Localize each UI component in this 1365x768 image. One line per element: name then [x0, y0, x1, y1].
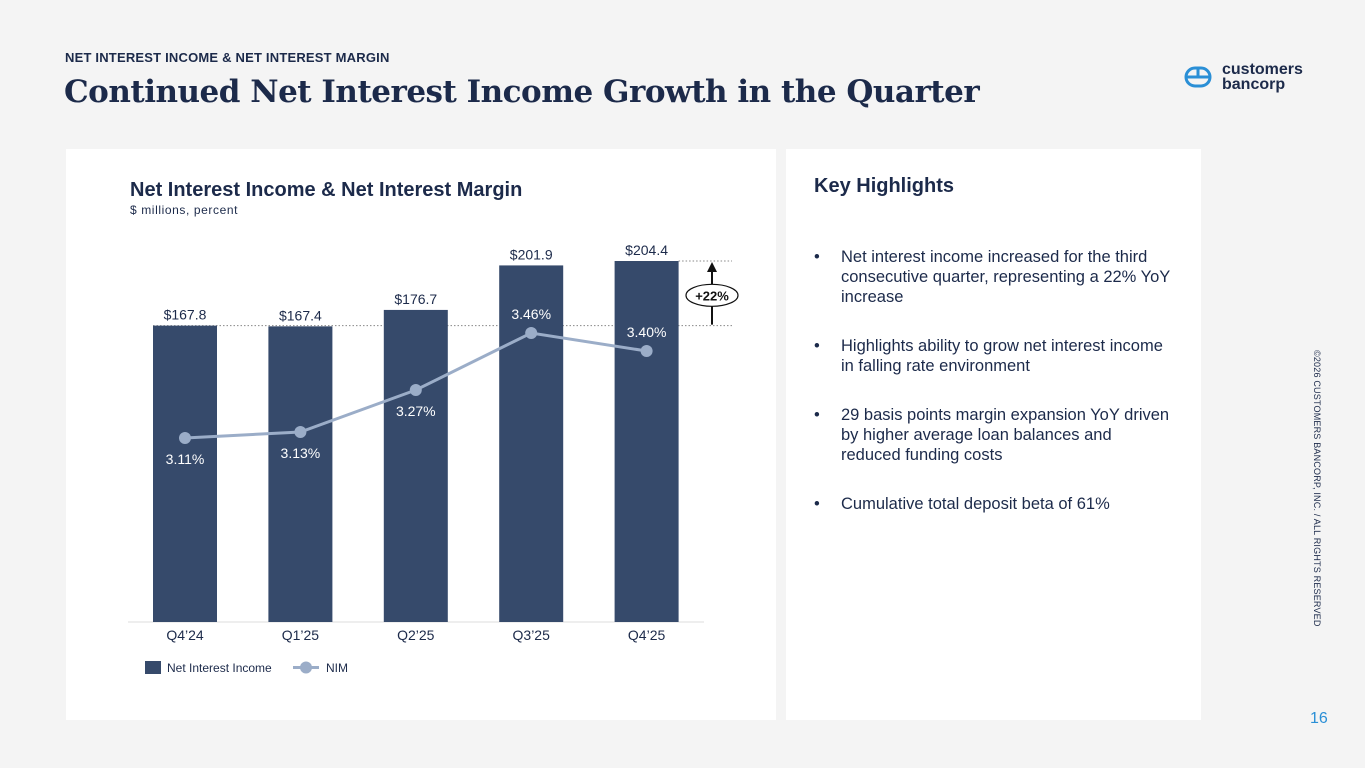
highlight-item: Net interest income increased for the th…	[814, 247, 1174, 307]
highlight-item: Cumulative total deposit beta of 61%	[814, 494, 1174, 514]
bar-net-interest-income	[499, 265, 564, 622]
x-tick-label: Q3’25	[513, 627, 551, 643]
nim-value-label: 3.13%	[281, 445, 321, 461]
nim-value-label: 3.46%	[511, 306, 551, 322]
nim-point	[294, 426, 307, 438]
section-kicker: NET INTEREST INCOME & NET INTEREST MARGI…	[65, 50, 390, 65]
growth-arrow-head	[707, 262, 717, 272]
copyright-notice: ©2026 CUSTOMERS BANCORP, INC. / ALL RIGH…	[1312, 350, 1322, 627]
nim-point	[409, 384, 422, 396]
logo-wordmark: customers bancorp	[1222, 61, 1303, 93]
bar-value-label: $176.7	[394, 291, 437, 307]
chart-title: Net Interest Income & Net Interest Margi…	[130, 179, 523, 201]
bar-net-interest-income	[153, 325, 217, 622]
x-tick-label: Q4’25	[628, 627, 666, 643]
nim-point	[640, 345, 653, 357]
growth-annotation-label: +22%	[695, 288, 729, 303]
customers-bancorp-logo-icon	[1184, 66, 1212, 88]
logo-line-2: bancorp	[1222, 76, 1286, 93]
chart-subtitle: $ millions, percent	[130, 203, 239, 217]
page-title: Continued Net Interest Income Growth in …	[64, 74, 980, 110]
chart-panel: Net Interest Income & Net Interest Margi…	[66, 149, 776, 720]
bar-value-label: $167.4	[279, 307, 322, 323]
nim-point	[525, 327, 538, 339]
legend-swatch-point	[300, 661, 312, 674]
legend-label-line: NIM	[326, 661, 348, 675]
bar-net-interest-income	[614, 261, 679, 622]
legend-label-bar: Net Interest Income	[167, 661, 272, 675]
nim-value-label: 3.27%	[396, 403, 436, 419]
nim-value-label: 3.11%	[166, 451, 205, 467]
x-tick-label: Q2’25	[397, 627, 435, 643]
page-number: 16	[1310, 710, 1328, 727]
x-tick-label: Q1’25	[282, 627, 320, 643]
bar-value-label: $201.9	[510, 246, 553, 262]
highlights-title: Key Highlights	[814, 175, 955, 197]
highlights-panel: Key Highlights Net interest income incre…	[786, 149, 1201, 720]
bar-net-interest-income	[383, 309, 448, 622]
bar-value-label: $167.8	[164, 307, 207, 323]
nim-value-label: 3.40%	[627, 324, 667, 340]
highlights-list: Net interest income increased for the th…	[814, 247, 1174, 543]
legend-swatch-bar	[145, 661, 161, 674]
growth-annotation-bubble	[685, 283, 739, 307]
nim-point	[179, 432, 191, 444]
highlight-item: Highlights ability to grow net interest …	[814, 336, 1174, 376]
bar-net-interest-income	[268, 326, 333, 622]
company-logo: customers bancorp	[1184, 61, 1303, 93]
bar-value-label: $204.4	[625, 242, 668, 258]
logo-line-1: customers	[1222, 61, 1303, 78]
x-tick-label: Q4’24	[166, 627, 204, 643]
nii-nim-chart: $167.8 Q4’24 $167.4 Q1’25 $176.7 Q2’25 $201.9 Q…	[128, 242, 739, 675]
highlight-item: 29 basis points margin expansion YoY dri…	[814, 405, 1174, 465]
